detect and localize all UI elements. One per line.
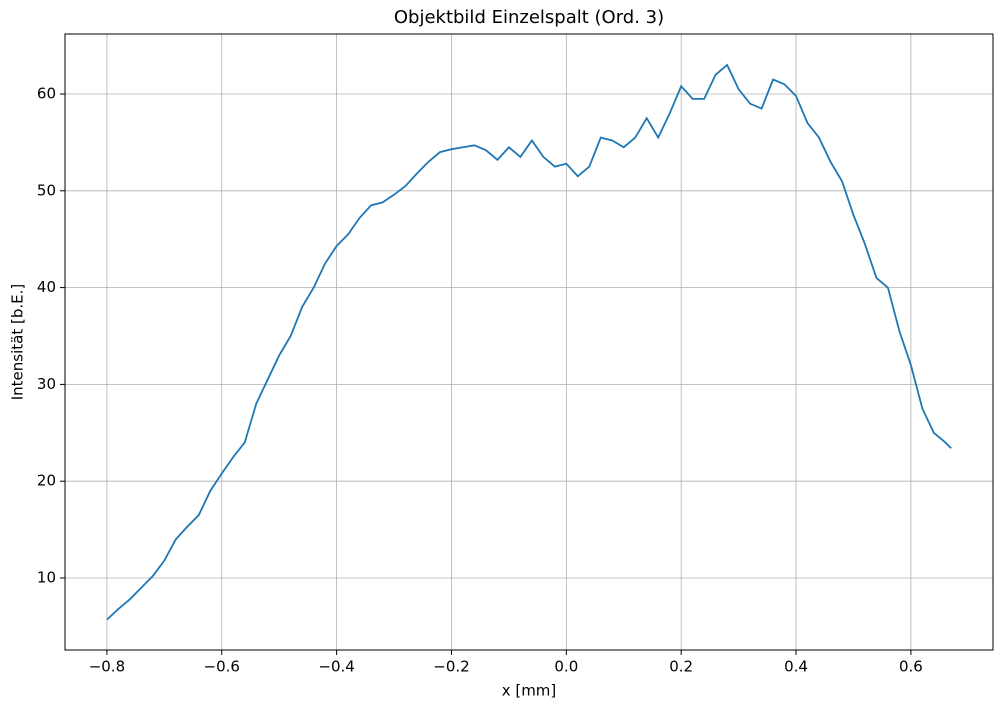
plot-frame <box>64 33 994 651</box>
x-axis-label: x [mm] <box>502 682 557 700</box>
data-line <box>106 63 952 621</box>
x-tick-label: −0.2 <box>433 658 469 676</box>
x-tick-label: 0.0 <box>554 658 578 676</box>
y-tick-label: 40 <box>37 278 56 296</box>
y-tick-label: 60 <box>37 85 56 103</box>
y-tick-label: 20 <box>37 472 56 490</box>
y-tick-label: 30 <box>37 375 56 393</box>
x-tick-label: 0.2 <box>669 658 693 676</box>
y-tick-label: 50 <box>37 181 56 199</box>
y-tick-label: 10 <box>37 568 56 586</box>
y-axis-label: Intensität [b.E.] <box>9 284 27 401</box>
x-tick-label: −0.4 <box>318 658 354 676</box>
x-tick-label: −0.6 <box>204 658 240 676</box>
x-tick-label: 0.4 <box>784 658 808 676</box>
chart-title: Objektbild Einzelspalt (Ord. 3) <box>394 7 664 28</box>
x-tick-label: 0.6 <box>899 658 923 676</box>
x-tick-label: −0.8 <box>89 658 125 676</box>
